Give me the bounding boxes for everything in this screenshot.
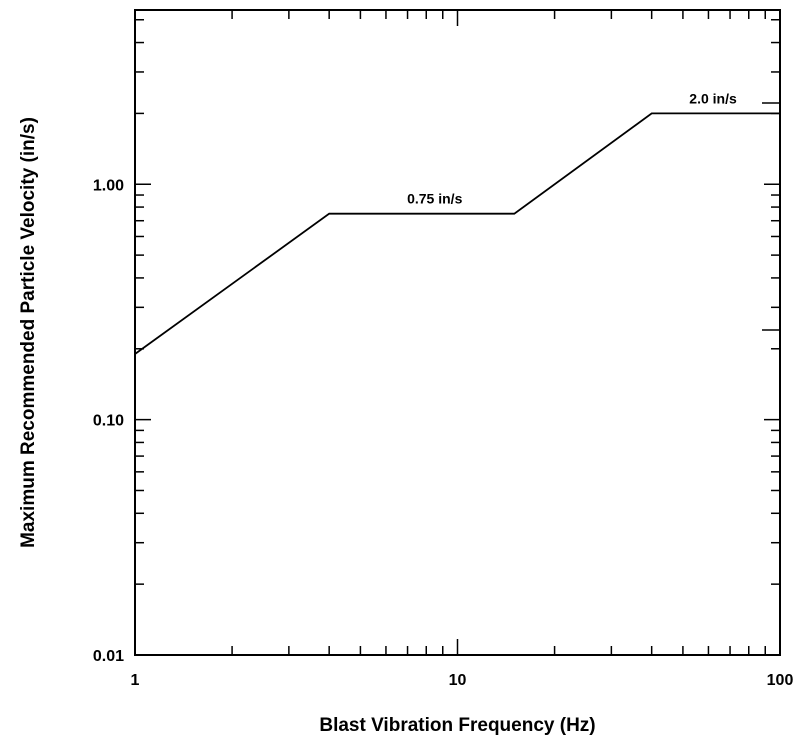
y-tick-labels: 0.01 0.10 1.00 — [93, 177, 124, 665]
x-tick-labels: 1 10 100 — [131, 672, 794, 689]
x-tick-label: 100 — [767, 672, 794, 689]
y-tick-label: 0.10 — [93, 413, 124, 430]
major-ticks — [134, 10, 781, 656]
y-tick-label: 0.01 — [93, 648, 124, 665]
annotation-label: 0.75 in/s — [407, 191, 462, 207]
x-axis-title: Blast Vibration Frequency (Hz) — [319, 715, 595, 736]
annotations: 0.75 in/s 2.0 in/s — [407, 90, 737, 206]
x-tick-label: 10 — [449, 672, 467, 689]
y-axis-title: Maximum Recommended Particle Velocity (i… — [18, 117, 39, 548]
y-tick-label: 1.00 — [93, 177, 124, 194]
series-line — [134, 112, 780, 355]
series-layer — [134, 112, 780, 355]
minor-ticks — [135, 10, 780, 655]
plot-frame — [134, 9, 781, 656]
x-tick-label: 1 — [131, 672, 140, 689]
right-axis-extra-ticks — [762, 102, 780, 331]
annotation-label: 2.0 in/s — [689, 90, 737, 106]
